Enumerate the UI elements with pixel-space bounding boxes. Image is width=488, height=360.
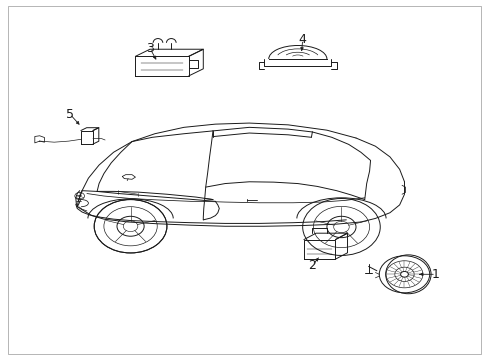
Text: 5: 5 [66,108,74,121]
Text: 2: 2 [308,259,316,272]
Text: 1: 1 [431,268,439,281]
Text: 4: 4 [298,33,306,46]
Text: 3: 3 [146,42,154,55]
